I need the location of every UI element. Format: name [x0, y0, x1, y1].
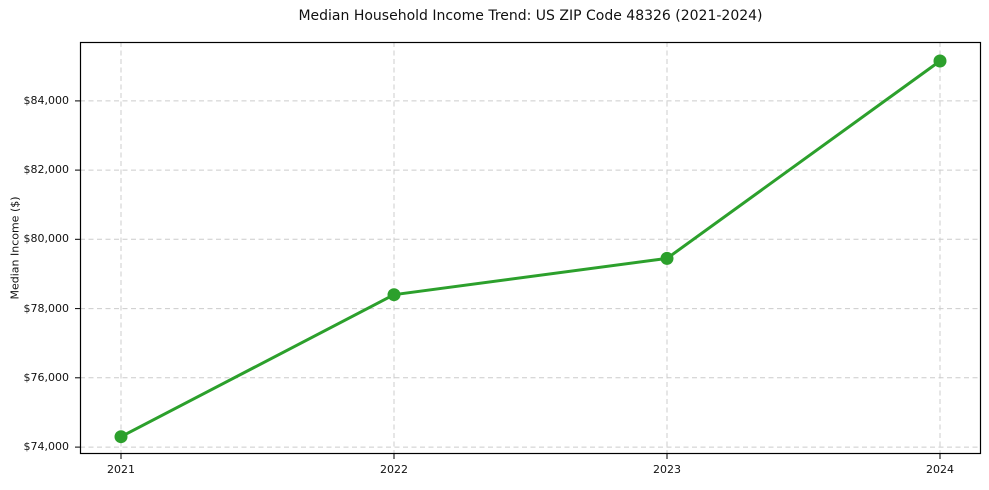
plot-area	[75, 41, 982, 459]
trend-line	[119, 59, 942, 439]
x-tick-label: 2021	[107, 463, 135, 476]
data-point-2022	[387, 288, 401, 302]
plot-svg	[75, 41, 982, 459]
x-tick-label: 2024	[926, 463, 954, 476]
x-tick-label: 2023	[653, 463, 681, 476]
y-tick-label: $82,000	[23, 163, 70, 177]
plot-border	[79, 41, 982, 455]
y-tick-label: $74,000	[23, 440, 70, 454]
chart-title: Median Household Income Trend: US ZIP Co…	[298, 8, 763, 24]
data-point-2021	[114, 430, 128, 444]
y-tick-label: $76,000	[23, 370, 70, 384]
data-point-2024	[933, 54, 947, 68]
y-tick-label: $78,000	[23, 301, 70, 315]
y-axis-label: Median Income ($)	[8, 196, 22, 300]
y-tick-label: $80,000	[23, 232, 70, 246]
data-point-2023	[660, 251, 674, 265]
y-tick-label: $84,000	[23, 93, 70, 107]
x-tick-label: 2022	[380, 463, 408, 476]
